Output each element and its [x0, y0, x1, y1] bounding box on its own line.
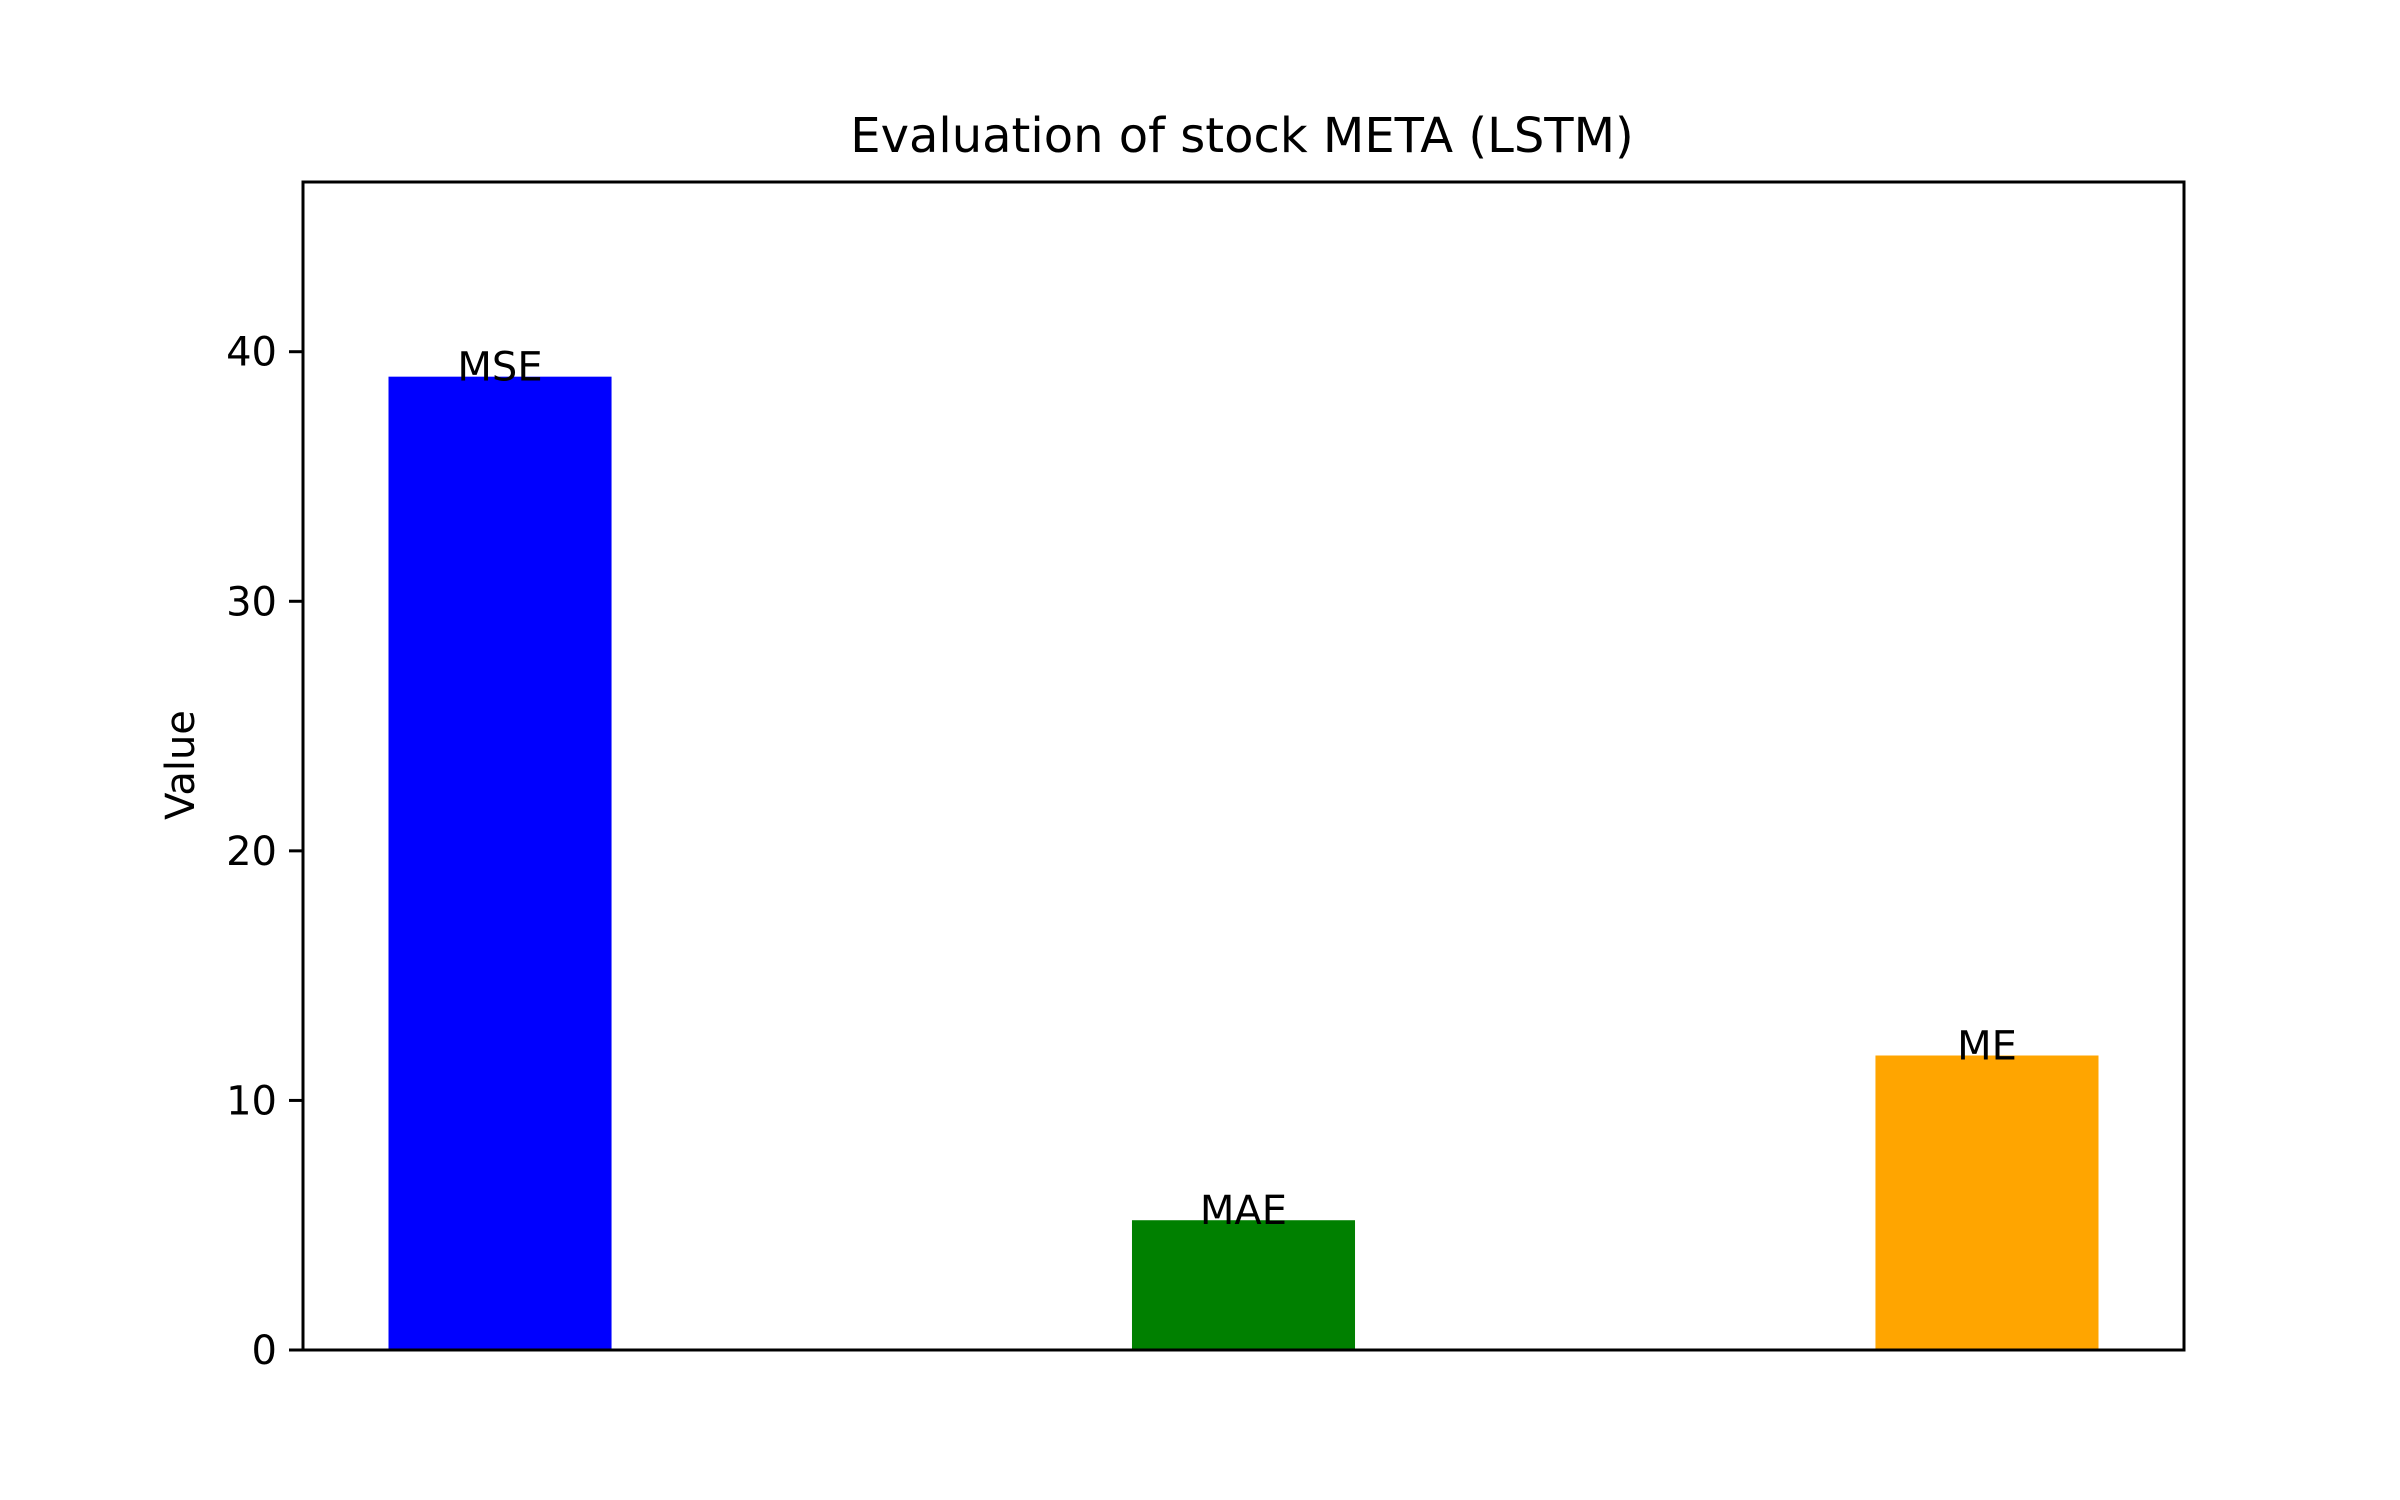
bar-label-mse: MSE — [457, 345, 542, 391]
bar-me — [1875, 1055, 2099, 1350]
y-tick-label: 10 — [226, 1078, 277, 1124]
y-tick-label: 20 — [226, 829, 277, 875]
chart-title: Evaluation of stock META (LSTM) — [850, 108, 1634, 164]
y-tick-label: 30 — [226, 579, 277, 625]
bar-mse — [388, 376, 612, 1351]
y-tick-label: 0 — [252, 1328, 277, 1374]
bars-group — [388, 376, 2099, 1351]
bar-mae — [1131, 1220, 1356, 1350]
y-axis-ticks: 0 10 20 30 40 — [226, 330, 303, 1374]
y-axis-label: Value — [158, 710, 204, 820]
plot-frame — [301, 180, 2186, 1352]
y-tick-label: 40 — [226, 330, 277, 376]
bar-label-mae: MAE — [1200, 1188, 1287, 1234]
bar-labels-group: MSE MAE ME — [457, 345, 2016, 1235]
bar-label-me: ME — [1957, 1024, 2017, 1070]
